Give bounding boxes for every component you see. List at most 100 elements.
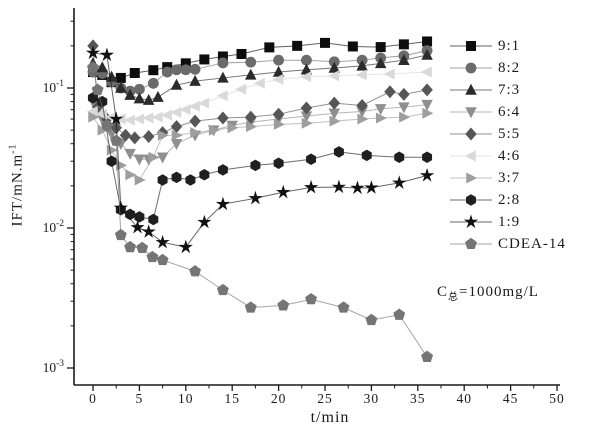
- x-tick-label: 35: [410, 391, 426, 406]
- data-point: [217, 57, 229, 69]
- data-point: [466, 41, 476, 51]
- data-point: [272, 65, 285, 77]
- legend-label: 2:8: [498, 191, 521, 208]
- x-tick-label: 50: [549, 391, 565, 406]
- data-point: [189, 265, 202, 277]
- data-point: [198, 97, 210, 109]
- legend-label: 4:6: [498, 147, 521, 164]
- data-point: [272, 107, 285, 121]
- data-point: [365, 313, 378, 326]
- data-point: [306, 153, 317, 165]
- series-line: [92, 71, 428, 121]
- data-point: [189, 114, 201, 128]
- data-point: [124, 240, 137, 253]
- data-point: [235, 83, 247, 95]
- data-point: [361, 149, 372, 162]
- legend-label: CDEA-14: [498, 235, 566, 252]
- data-point: [96, 61, 109, 73]
- data-point: [146, 250, 159, 263]
- data-point: [328, 70, 340, 82]
- data-point: [216, 90, 228, 102]
- annotation-value: =1000mg/L: [459, 284, 539, 300]
- data-point: [157, 174, 168, 186]
- data-point: [422, 107, 434, 119]
- data-point: [465, 107, 477, 119]
- x-tick-label: 20: [271, 391, 287, 406]
- data-point: [171, 129, 183, 141]
- data-point: [133, 113, 145, 125]
- data-point: [244, 301, 257, 313]
- data-point: [328, 96, 341, 110]
- series-6-4: [87, 96, 433, 166]
- data-point: [171, 64, 182, 76]
- legend-item-cdea-14: CDEA-14: [450, 233, 566, 255]
- data-point: [125, 208, 136, 221]
- data-point: [248, 190, 263, 205]
- legend-item-8-2: 8:2: [450, 57, 566, 79]
- data-point: [277, 299, 290, 311]
- data-point: [170, 78, 183, 90]
- data-point: [394, 151, 405, 164]
- data-point: [398, 87, 410, 101]
- legend-label: 1:9: [498, 213, 521, 230]
- data-point: [421, 99, 433, 111]
- data-point: [133, 92, 146, 104]
- triangle-down-marker-icon: [450, 107, 492, 119]
- data-point: [179, 104, 191, 116]
- data-point: [217, 111, 229, 125]
- legend-item-7-3: 7:3: [450, 79, 566, 101]
- data-point: [142, 130, 155, 144]
- data-point: [130, 219, 145, 234]
- data-point: [88, 92, 98, 104]
- data-point: [170, 138, 183, 150]
- data-point: [272, 74, 284, 86]
- x-tick-label: 10: [178, 391, 194, 406]
- data-point: [178, 239, 193, 254]
- data-point: [97, 124, 109, 136]
- legend-label: 3:7: [498, 169, 521, 186]
- data-point: [392, 175, 407, 189]
- data-point: [303, 179, 319, 194]
- legend-item-9-1: 9:1: [450, 35, 566, 57]
- legend-label: 9:1: [498, 37, 521, 54]
- data-point: [151, 111, 163, 123]
- data-point: [273, 54, 284, 66]
- circle-marker-icon: [450, 62, 492, 74]
- legend-item-6-4: 6:4: [450, 101, 566, 123]
- data-point: [398, 53, 410, 65]
- legend-item-5-5: 5:5: [450, 123, 566, 145]
- data-point: [375, 112, 387, 124]
- x-tick-label: 0: [89, 391, 97, 406]
- series-cdea-14: [87, 61, 434, 362]
- data-point: [123, 114, 135, 126]
- data-point: [374, 57, 387, 69]
- annotation-total-concentration: C总=1000mg/L: [437, 284, 539, 303]
- data-point: [147, 77, 159, 89]
- legend-label: 6:4: [498, 103, 521, 120]
- data-point: [466, 172, 478, 184]
- data-point: [399, 111, 411, 123]
- data-point: [91, 83, 104, 95]
- data-point: [148, 151, 160, 163]
- data-point: [161, 66, 173, 78]
- data-point: [199, 169, 210, 181]
- data-point: [148, 65, 159, 76]
- data-point: [189, 74, 201, 86]
- data-point: [333, 146, 344, 158]
- data-point: [125, 169, 137, 181]
- y-tick-label: 10-3: [43, 359, 65, 375]
- data-point: [129, 131, 141, 145]
- x-tick-label: 40: [456, 391, 472, 406]
- triangle-up-marker-icon: [450, 83, 492, 95]
- series-7-3: [87, 48, 433, 105]
- data-point: [157, 129, 169, 141]
- data-point: [350, 180, 365, 195]
- data-point: [148, 213, 159, 226]
- data-point: [87, 61, 99, 73]
- data-point: [328, 108, 341, 120]
- data-point: [141, 224, 156, 238]
- data-point: [180, 64, 192, 76]
- data-point: [328, 61, 341, 73]
- annotation-subscript: 总: [448, 292, 460, 303]
- diamond-marker-icon: [450, 127, 492, 141]
